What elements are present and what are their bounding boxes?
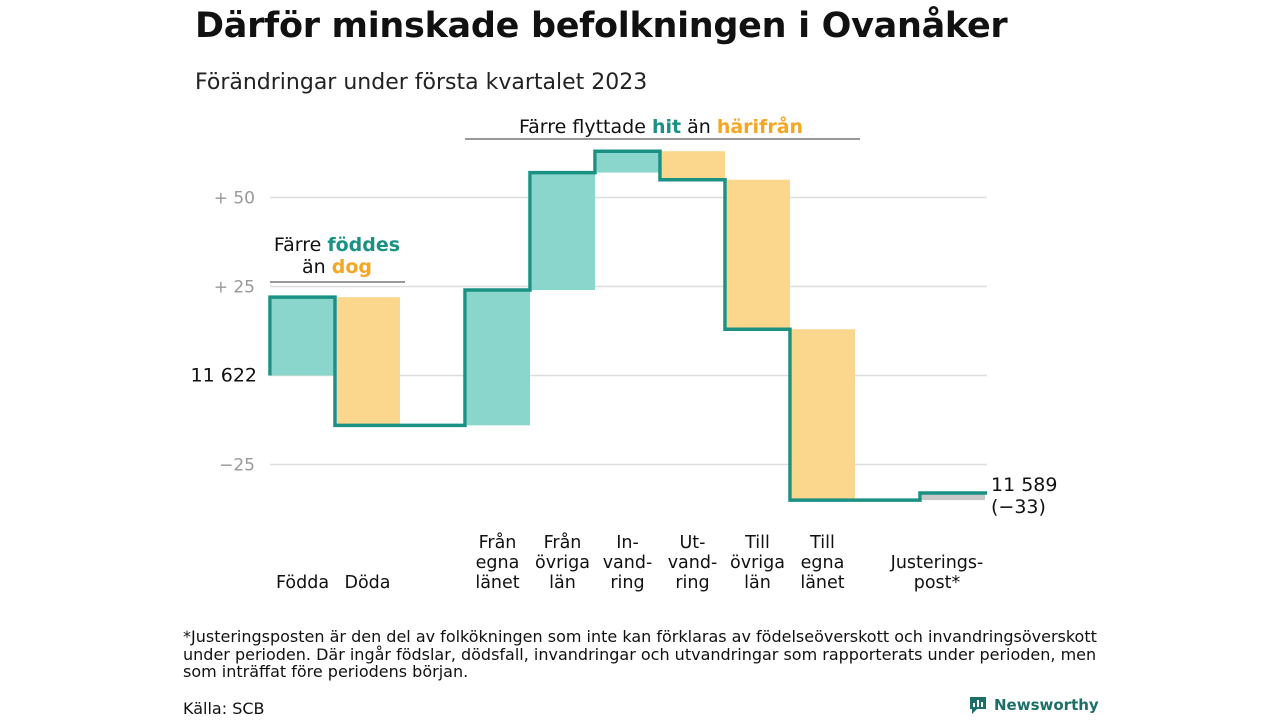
newsworthy-logo-icon — [970, 697, 986, 714]
waterfall-bar — [467, 290, 530, 426]
waterfall-bar — [922, 492, 985, 501]
y-tick-label: −25 — [219, 456, 255, 476]
end-change-label: (−33) — [991, 496, 1046, 518]
category-label: Döda — [344, 573, 390, 593]
source-note: Källa: SCB — [183, 699, 265, 718]
annotation-span: Färre — [274, 234, 327, 256]
category-label: övriga — [535, 553, 590, 573]
brand-logo: Newsworthy — [968, 695, 1099, 715]
category-label: Till — [744, 533, 770, 553]
waterfall-bar — [272, 297, 335, 376]
category-label: Från — [544, 532, 582, 553]
category-label: In- — [616, 533, 639, 553]
category-label: vand- — [603, 553, 653, 573]
waterfall-bar — [792, 329, 855, 501]
category-label: vand- — [668, 553, 718, 573]
category-label: egna — [476, 553, 520, 573]
births-deaths-annotation-line2: än dog — [302, 256, 372, 278]
category-label: Till — [809, 533, 835, 553]
y-tick-label: + 50 — [214, 189, 255, 209]
waterfall-bar — [532, 172, 595, 291]
category-label: Justerings- — [890, 553, 984, 573]
annotation-span: hit — [652, 116, 681, 138]
category-label: Ut- — [680, 533, 706, 553]
category-label: länet — [475, 573, 519, 593]
category-label: Från — [479, 532, 517, 553]
category-label: län — [549, 573, 576, 593]
chart-title: Därför minskade befolkningen i Ovanåker — [195, 6, 1008, 46]
y-tick-label: + 25 — [214, 278, 255, 298]
migration-annotation: Färre flyttade hit än härifrån — [519, 114, 803, 138]
waterfall-bar — [662, 151, 725, 180]
category-label: länet — [800, 573, 844, 593]
end-value-label: 11 589 — [991, 474, 1057, 496]
waterfall-bar — [727, 179, 790, 330]
births-deaths-annotation: Färre föddes — [274, 234, 400, 256]
waterfall-bar — [337, 297, 400, 426]
start-value-label: 11 622 — [191, 365, 257, 387]
category-label: ring — [610, 573, 644, 593]
brand-name: Newsworthy — [994, 696, 1099, 714]
cumulative-step-line — [268, 149, 987, 502]
annotation-span: än — [302, 256, 332, 278]
annotation-span: än — [681, 116, 717, 138]
category-label: egna — [801, 553, 845, 573]
category-label: post* — [914, 573, 961, 593]
annotation-span: Färre flyttade — [519, 116, 652, 138]
annotation-span: härifrån — [717, 114, 803, 138]
category-label: län — [744, 573, 771, 593]
waterfall-chart: + 50 + 25 −25 11 622 11 589(−33) Födda Döda Frå… — [191, 114, 1058, 593]
chart-subtitle: Förändringar under första kvartalet 2023 — [195, 70, 648, 95]
waterfall-bar — [597, 151, 660, 173]
category-label: övriga — [730, 553, 785, 573]
annotation-span: föddes — [327, 234, 400, 256]
annotation-span: dog — [332, 256, 372, 278]
category-label: ring — [675, 573, 709, 593]
category-label: Födda — [276, 573, 329, 593]
footnote: *Justeringsposten är den del av folkökni… — [183, 627, 1097, 681]
